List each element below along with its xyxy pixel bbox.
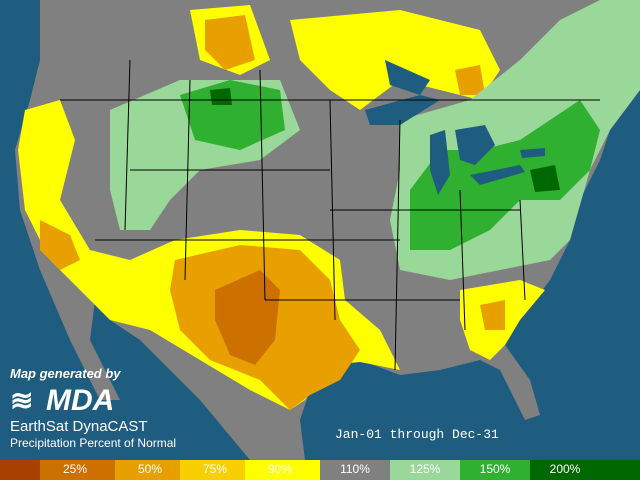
- product: EarthSat DynaCAST: [10, 418, 148, 435]
- legend-swatch: [115, 460, 180, 480]
- great-lakes: [365, 60, 545, 195]
- subtitle: Precipitation Percent of Normal: [10, 436, 176, 450]
- credit-prefix: Map generated by: [10, 366, 121, 381]
- legend-label: 50%: [138, 462, 162, 476]
- legend-swatch: [180, 460, 245, 480]
- period: Jan-01 through Dec-31: [335, 427, 499, 442]
- legend-swatch: [40, 460, 115, 480]
- legend-swatch: [245, 460, 320, 480]
- legend-label: 150%: [480, 462, 511, 476]
- legend-swatch: [390, 460, 460, 480]
- logo: MDA: [46, 384, 114, 417]
- state-borders: [60, 59, 600, 371]
- legend-label: 200%: [550, 462, 581, 476]
- legend-label: 25%: [63, 462, 87, 476]
- legend-swatch: [320, 460, 390, 480]
- legend-swatch: [530, 460, 640, 480]
- legend: 25% 50% 75% 90% 110% 125% 150% 200%: [0, 460, 640, 480]
- legend-swatch: [460, 460, 530, 480]
- legend-label: 75%: [203, 462, 227, 476]
- legend-label: 110%: [340, 462, 370, 476]
- legend-swatch: [0, 460, 40, 480]
- legend-label: 90%: [268, 462, 292, 476]
- logo-mark: ≋: [10, 385, 33, 416]
- legend-label: 125%: [410, 462, 441, 476]
